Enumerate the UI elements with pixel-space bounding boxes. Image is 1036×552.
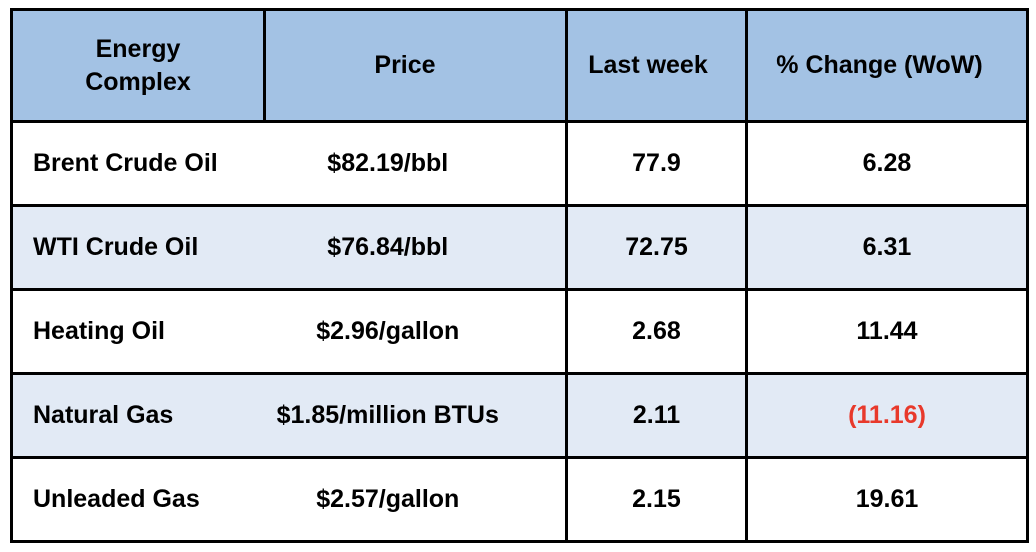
column-header-pct-change-wow: % Change (WoW) bbox=[745, 8, 1029, 123]
table-row-natural-gas: Natural Gas $1.85/million BTUs 2.11 (11.… bbox=[10, 372, 1029, 459]
price-cell: $1.85/million BTUs bbox=[264, 372, 568, 459]
last-week-cell: 2.68 bbox=[565, 288, 748, 375]
column-header-energy-complex: Energy Complex bbox=[10, 8, 266, 123]
last-week-cell: 2.11 bbox=[565, 372, 748, 459]
commodity-name-cell: Brent Crude Oil bbox=[10, 120, 265, 207]
change-wow-cell: 19.61 bbox=[745, 456, 1029, 543]
column-header-price: Price bbox=[263, 8, 568, 123]
table-row-brent-crude-oil: Brent Crude Oil $82.19/bbl 77.9 6.28 bbox=[10, 120, 1029, 207]
table-row-wti-crude-oil: WTI Crude Oil $76.84/bbl 72.75 6.31 bbox=[10, 204, 1029, 291]
price-cell: $82.19/bbl bbox=[264, 120, 568, 207]
commodity-name-cell: Natural Gas bbox=[10, 372, 265, 459]
last-week-cell: 2.15 bbox=[565, 456, 748, 543]
price-cell: $2.96/gallon bbox=[264, 288, 568, 375]
last-week-cell: 72.75 bbox=[565, 204, 748, 291]
table-row-heating-oil: Heating Oil $2.96/gallon 2.68 11.44 bbox=[10, 288, 1029, 375]
change-wow-cell: 6.28 bbox=[745, 120, 1029, 207]
last-week-cell: 77.9 bbox=[565, 120, 748, 207]
change-wow-cell: 6.31 bbox=[745, 204, 1029, 291]
header-row: Energy Complex Price Last week % Change … bbox=[10, 8, 1029, 123]
commodity-name-cell: Heating Oil bbox=[10, 288, 265, 375]
table-row-unleaded-gas: Unleaded Gas $2.57/gallon 2.15 19.61 bbox=[10, 456, 1029, 543]
price-cell: $2.57/gallon bbox=[264, 456, 568, 543]
column-header-last-week: Last week bbox=[565, 8, 748, 123]
energy-complex-table: Energy Complex Price Last week % Change … bbox=[10, 8, 1029, 543]
change-wow-cell: 11.44 bbox=[745, 288, 1029, 375]
commodity-name-cell: WTI Crude Oil bbox=[10, 204, 265, 291]
commodity-name-cell: Unleaded Gas bbox=[10, 456, 265, 543]
change-wow-cell-negative: (11.16) bbox=[745, 372, 1029, 459]
price-cell: $76.84/bbl bbox=[264, 204, 568, 291]
